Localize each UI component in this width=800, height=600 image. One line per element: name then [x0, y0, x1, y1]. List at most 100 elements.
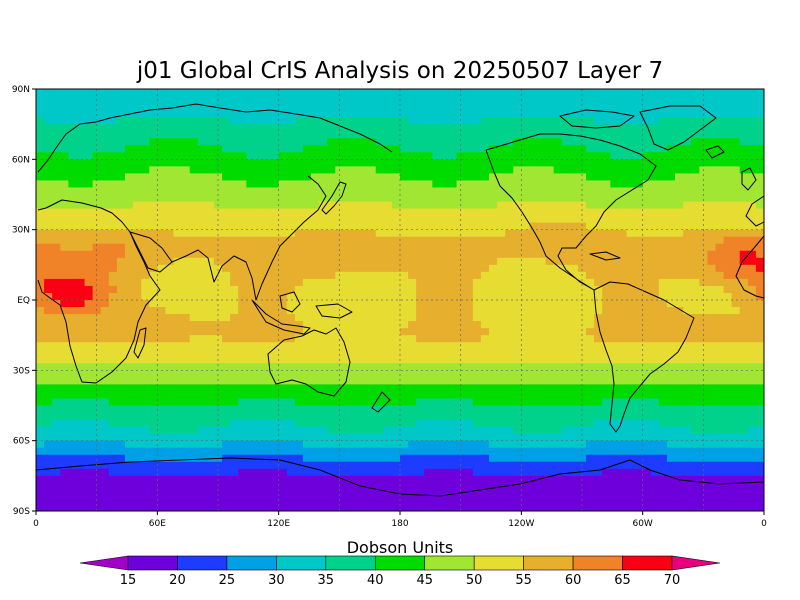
field-cell — [92, 447, 102, 456]
field-cell — [92, 412, 102, 421]
field-cell — [464, 292, 474, 301]
field-cell — [650, 384, 660, 393]
field-cell — [367, 405, 377, 414]
field-cell — [165, 222, 175, 231]
field-cell — [480, 194, 490, 203]
field-cell — [432, 131, 442, 139]
field-cell — [634, 201, 644, 210]
field-cell — [165, 419, 175, 428]
field-cell — [472, 180, 482, 189]
field-cell — [400, 384, 409, 393]
field-cell — [36, 405, 45, 414]
field-cell — [311, 363, 320, 371]
field-cell — [497, 159, 506, 167]
field-cell — [327, 475, 336, 484]
field-cell — [254, 321, 264, 329]
field-cell — [383, 117, 393, 125]
field-cell — [561, 124, 571, 132]
field-cell — [270, 166, 280, 174]
field-cell — [92, 377, 102, 385]
field-cell — [100, 117, 110, 125]
field-cell — [197, 335, 207, 343]
field-cell — [634, 138, 644, 146]
field-cell — [189, 405, 199, 414]
field-cell — [327, 314, 336, 322]
field-cell — [230, 173, 239, 182]
field-cell — [173, 131, 183, 139]
field-cell — [569, 159, 579, 167]
field-cell — [76, 96, 86, 104]
field-cell — [521, 384, 531, 393]
field-cell — [569, 377, 579, 385]
field-cell — [715, 447, 725, 456]
field-cell — [367, 138, 377, 146]
field-cell — [311, 194, 320, 203]
field-cell — [642, 405, 652, 414]
field-cell — [561, 89, 571, 97]
field-cell — [456, 159, 466, 167]
field-cell — [173, 236, 183, 245]
field-cell — [68, 166, 78, 174]
field-cell — [351, 349, 361, 357]
field-cell — [521, 250, 531, 259]
field-cell — [456, 208, 466, 217]
field-cell — [335, 278, 344, 287]
field-cell — [278, 278, 288, 287]
field-cell — [359, 328, 369, 336]
field-cell — [52, 159, 61, 167]
field-cell — [213, 292, 223, 301]
field-cell — [52, 187, 61, 196]
field-cell — [205, 398, 215, 407]
field-cell — [165, 201, 175, 210]
field-cell — [141, 356, 150, 364]
field-cell — [367, 292, 377, 301]
field-cell — [602, 194, 611, 203]
field-cell — [658, 292, 668, 301]
field-cell — [618, 447, 628, 456]
field-cell — [440, 187, 450, 196]
field-cell — [602, 454, 611, 463]
field-cell — [327, 440, 336, 449]
field-cell — [246, 166, 255, 174]
field-cell — [44, 110, 53, 118]
field-cell — [739, 300, 749, 308]
field-cell — [650, 285, 660, 294]
field-cell — [367, 433, 377, 442]
field-cell — [707, 468, 717, 477]
field-cell — [488, 433, 498, 442]
field-cell — [594, 180, 603, 189]
field-cell — [52, 475, 61, 484]
field-cell — [424, 370, 433, 378]
field-cell — [189, 285, 199, 294]
field-cell — [424, 124, 433, 132]
field-cell — [319, 468, 328, 477]
field-cell — [270, 264, 280, 273]
field-cell — [351, 426, 361, 435]
field-cell — [286, 145, 296, 153]
field-cell — [731, 201, 741, 210]
field-cell — [335, 363, 344, 371]
field-cell — [529, 412, 539, 421]
field-cell — [472, 447, 482, 456]
field-cell — [626, 215, 636, 224]
field-cell — [707, 166, 717, 174]
field-cell — [537, 257, 547, 266]
field-cell — [383, 208, 393, 217]
field-cell — [456, 138, 466, 146]
field-cell — [278, 328, 288, 336]
field-cell — [230, 461, 239, 470]
field-cell — [416, 201, 425, 210]
field-cell — [311, 257, 320, 266]
field-cell — [480, 412, 490, 421]
field-cell — [739, 314, 749, 322]
field-cell — [602, 236, 611, 245]
field-cell — [634, 307, 644, 315]
field-cell — [173, 419, 183, 428]
field-cell — [391, 89, 401, 97]
field-cell — [545, 257, 555, 266]
field-cell — [100, 138, 110, 146]
field-cell — [594, 370, 603, 378]
field-cell — [335, 264, 344, 273]
field-cell — [270, 349, 280, 357]
field-cell — [723, 454, 733, 463]
